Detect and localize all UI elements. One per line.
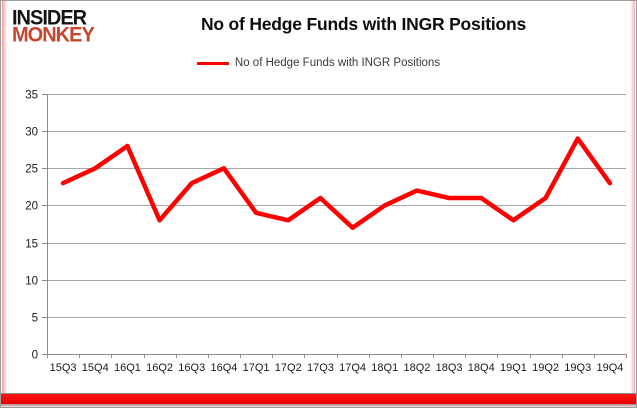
x-axis-label: 18Q4 [468,362,495,374]
x-axis-label: 17Q3 [307,362,334,374]
chart-title: No of Hedge Funds with INGR Positions [200,14,527,34]
chart-legend: No of Hedge Funds with INGR Positions [1,57,636,69]
x-axis-label: 16Q1 [114,362,141,374]
x-axis-label: 17Q1 [243,362,270,374]
series-line [60,136,613,230]
x-axis-label: 18Q1 [371,362,398,374]
y-axis-label: 5 [32,313,38,325]
y-axis-label: 10 [25,276,38,288]
brand-bar [1,393,636,404]
x-axis-label: 19Q2 [532,362,559,374]
x-axis-label: 16Q2 [146,362,173,374]
brand-bar-shadow [1,404,636,407]
logo-line-monkey: MONKEY [12,23,95,47]
x-axis-label: 19Q3 [564,362,591,374]
y-axis-label: 15 [25,239,38,251]
x-axis-label: 16Q4 [210,362,237,374]
x-axis-label: 15Q3 [50,362,77,374]
y-axis-label: 30 [25,127,38,139]
x-axis-label: 17Q2 [275,362,302,374]
left-edge-glow [2,1,7,393]
legend-label: No of Hedge Funds with INGR Positions [234,57,441,69]
y-axis-label: 0 [32,350,38,362]
y-axis-label: 25 [25,164,38,176]
x-axis-label: 15Q4 [82,362,109,374]
x-axis-label: 16Q3 [178,362,205,374]
y-axis-label: 20 [25,201,38,213]
logo-line-insider: INSIDER [12,6,87,30]
x-axis-label: 18Q2 [403,362,430,374]
x-axis-label: 19Q1 [500,362,527,374]
line-chart: 0 5 10 15 20 25 30 35 15Q3 15Q4 16Q1 16Q2 16Q3 16Q4 17… [25,90,627,374]
x-axis-label: 17Q4 [339,362,366,374]
chart-area: INSIDER MONKEY No of Hedge Funds with IN… [1,1,636,393]
x-axis-label: 19Q4 [596,362,623,374]
insider-monkey-logo[interactable]: INSIDER MONKEY [12,6,95,47]
legend-line-swatch [196,61,229,65]
x-axis-label: 18Q3 [436,362,463,374]
right-edge-glow [630,1,635,393]
y-axis-label: 35 [25,90,38,102]
